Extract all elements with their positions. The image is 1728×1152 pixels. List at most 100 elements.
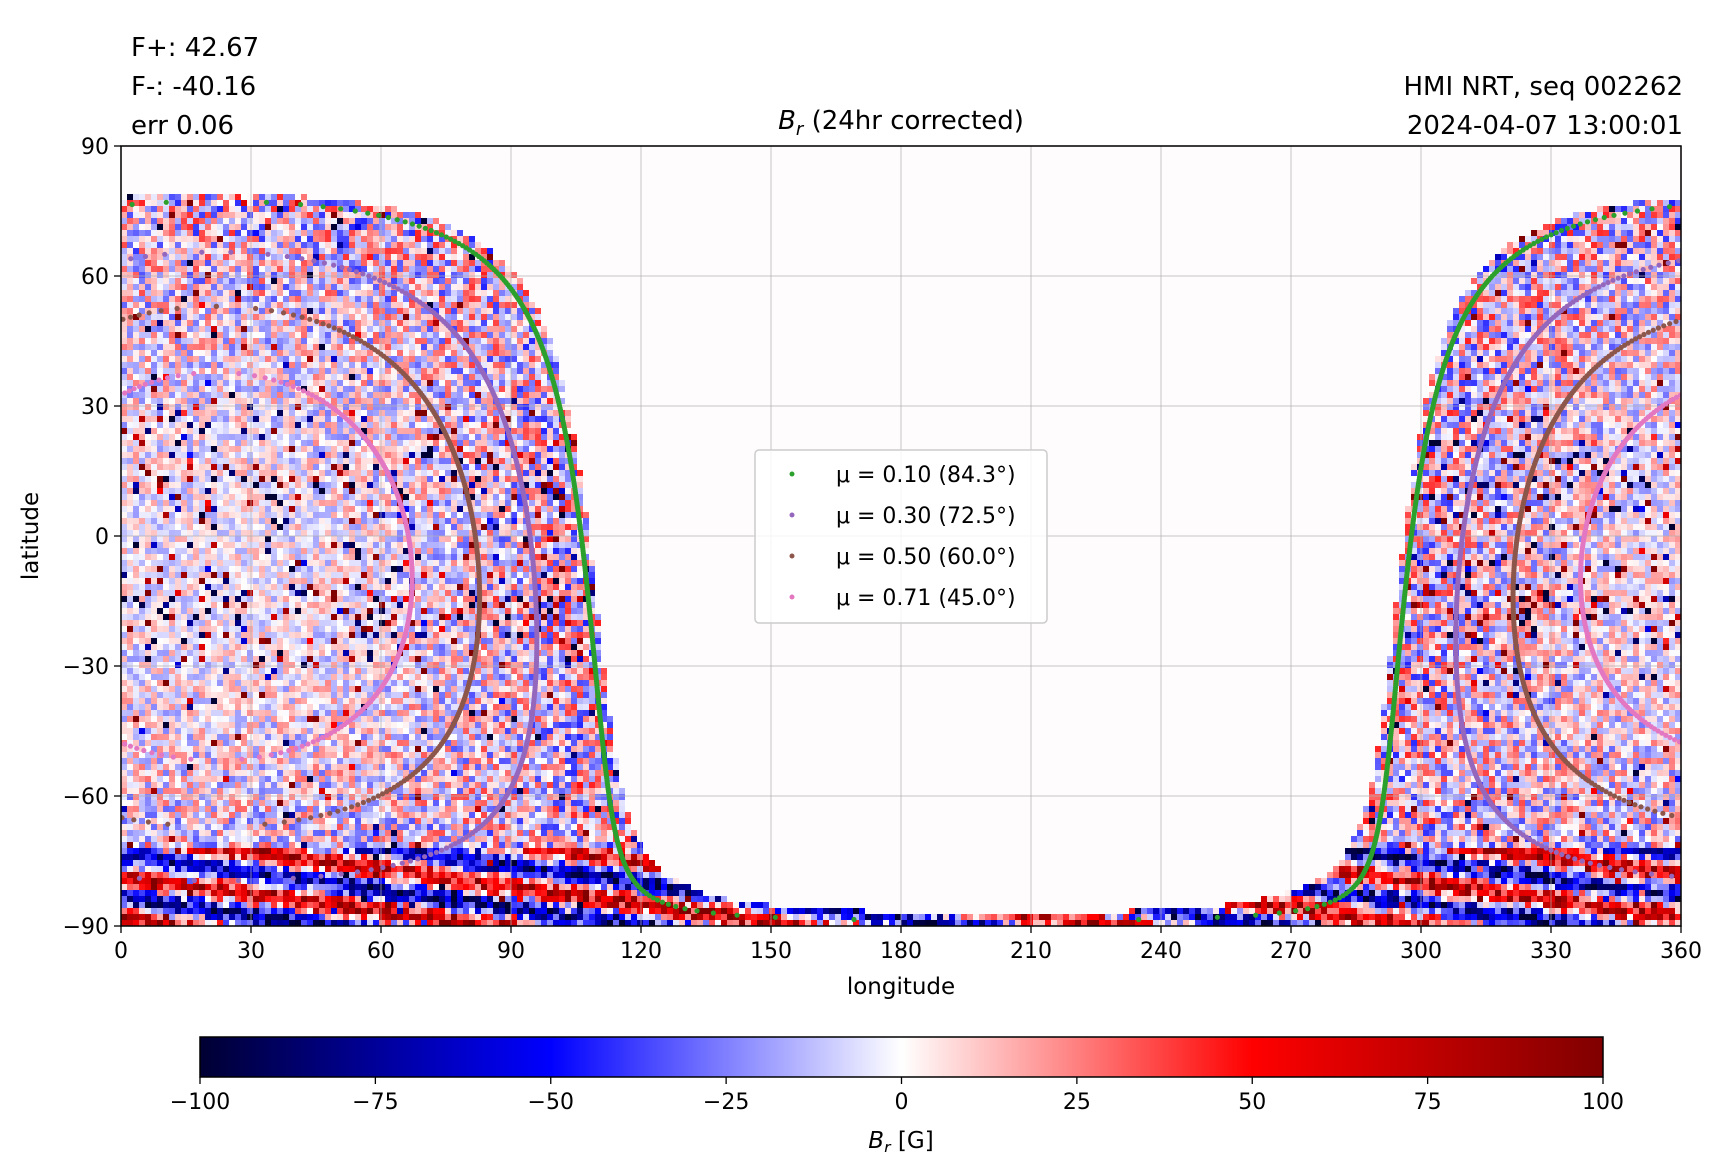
heatmap-cell <box>319 248 325 254</box>
heatmap-cell <box>349 734 355 740</box>
heatmap-cell <box>145 254 151 260</box>
heatmap-cell <box>247 326 253 332</box>
heatmap-cell <box>337 680 343 686</box>
heatmap-cell <box>181 494 187 500</box>
heatmap-cell <box>169 422 175 428</box>
heatmap-cell <box>139 656 145 662</box>
heatmap-cell <box>205 518 211 524</box>
heatmap-cell <box>247 272 253 278</box>
heatmap-cell <box>313 416 319 422</box>
heatmap-cell <box>295 686 301 692</box>
heatmap-cell <box>355 422 361 428</box>
heatmap-cell <box>121 470 127 476</box>
heatmap-cell <box>127 446 133 452</box>
heatmap-cell <box>253 830 259 836</box>
heatmap-cell <box>181 254 187 260</box>
heatmap-cell <box>241 710 247 716</box>
heatmap-cell <box>181 404 187 410</box>
heatmap-cell <box>121 338 127 344</box>
heatmap-cell <box>139 626 145 632</box>
heatmap-cell <box>193 368 199 374</box>
heatmap-cell <box>151 200 157 206</box>
heatmap-cell <box>187 590 193 596</box>
heatmap-cell <box>217 824 223 830</box>
heatmap-cell <box>361 764 367 770</box>
heatmap-cell <box>181 800 187 806</box>
heatmap-cell <box>295 338 301 344</box>
heatmap-cell <box>127 788 133 794</box>
heatmap-cell <box>289 548 295 554</box>
heatmap-cell <box>343 626 349 632</box>
heatmap-cell <box>277 758 283 764</box>
heatmap-cell <box>199 644 205 650</box>
heatmap-cell <box>349 866 355 872</box>
heatmap-cell <box>163 686 169 692</box>
heatmap-cell <box>337 590 343 596</box>
heatmap-cell <box>343 872 349 878</box>
heatmap-cell <box>307 494 313 500</box>
heatmap-cell <box>193 212 199 218</box>
heatmap-cell <box>157 770 163 776</box>
heatmap-cell <box>121 386 127 392</box>
heatmap-cell <box>217 638 223 644</box>
heatmap-cell <box>187 776 193 782</box>
heatmap-cell <box>157 470 163 476</box>
heatmap-cell <box>151 506 157 512</box>
heatmap-cell <box>307 326 313 332</box>
heatmap-cell <box>247 812 253 818</box>
heatmap-cell <box>133 368 139 374</box>
heatmap-cell <box>235 224 241 230</box>
heatmap-cell <box>289 854 295 860</box>
heatmap-cell <box>193 434 199 440</box>
heatmap-cell <box>277 914 283 920</box>
heatmap-cell <box>163 908 169 914</box>
heatmap-cell <box>259 890 265 896</box>
heatmap-cell <box>319 524 325 530</box>
heatmap-cell <box>127 626 133 632</box>
heatmap-cell <box>343 572 349 578</box>
heatmap-cell <box>241 572 247 578</box>
heatmap-cell <box>325 794 331 800</box>
heatmap-cell <box>325 392 331 398</box>
heatmap-cell <box>295 464 301 470</box>
heatmap-cell <box>259 872 265 878</box>
heatmap-cell <box>331 392 337 398</box>
heatmap-cell <box>181 602 187 608</box>
heatmap-cell <box>187 524 193 530</box>
heatmap-cell <box>325 686 331 692</box>
heatmap-cell <box>217 776 223 782</box>
heatmap-cell <box>181 776 187 782</box>
heatmap-cell <box>157 764 163 770</box>
heatmap-cell <box>121 458 127 464</box>
heatmap-cell <box>133 674 139 680</box>
heatmap-cell <box>337 512 343 518</box>
heatmap-cell <box>331 764 337 770</box>
heatmap-cell <box>355 494 361 500</box>
heatmap-cell <box>313 404 319 410</box>
heatmap-cell <box>319 788 325 794</box>
heatmap-cell <box>301 512 307 518</box>
heatmap-cell <box>211 464 217 470</box>
heatmap-cell <box>313 656 319 662</box>
heatmap-cell <box>271 716 277 722</box>
heatmap-cell <box>265 614 271 620</box>
heatmap-cell <box>127 236 133 242</box>
heatmap-cell <box>331 596 337 602</box>
heatmap-cell <box>223 584 229 590</box>
heatmap-cell <box>319 542 325 548</box>
heatmap-cell <box>151 776 157 782</box>
heatmap-cell <box>283 602 289 608</box>
heatmap-cell <box>181 530 187 536</box>
heatmap-cell <box>133 716 139 722</box>
heatmap-cell <box>301 350 307 356</box>
heatmap-cell <box>349 326 355 332</box>
heatmap-cell <box>295 248 301 254</box>
heatmap-cell <box>229 872 235 878</box>
heatmap-cell <box>247 332 253 338</box>
heatmap-cell <box>241 392 247 398</box>
heatmap-cell <box>277 704 283 710</box>
heatmap-cell <box>331 716 337 722</box>
heatmap-cell <box>199 884 205 890</box>
heatmap-cell <box>217 752 223 758</box>
heatmap-cell <box>355 620 361 626</box>
